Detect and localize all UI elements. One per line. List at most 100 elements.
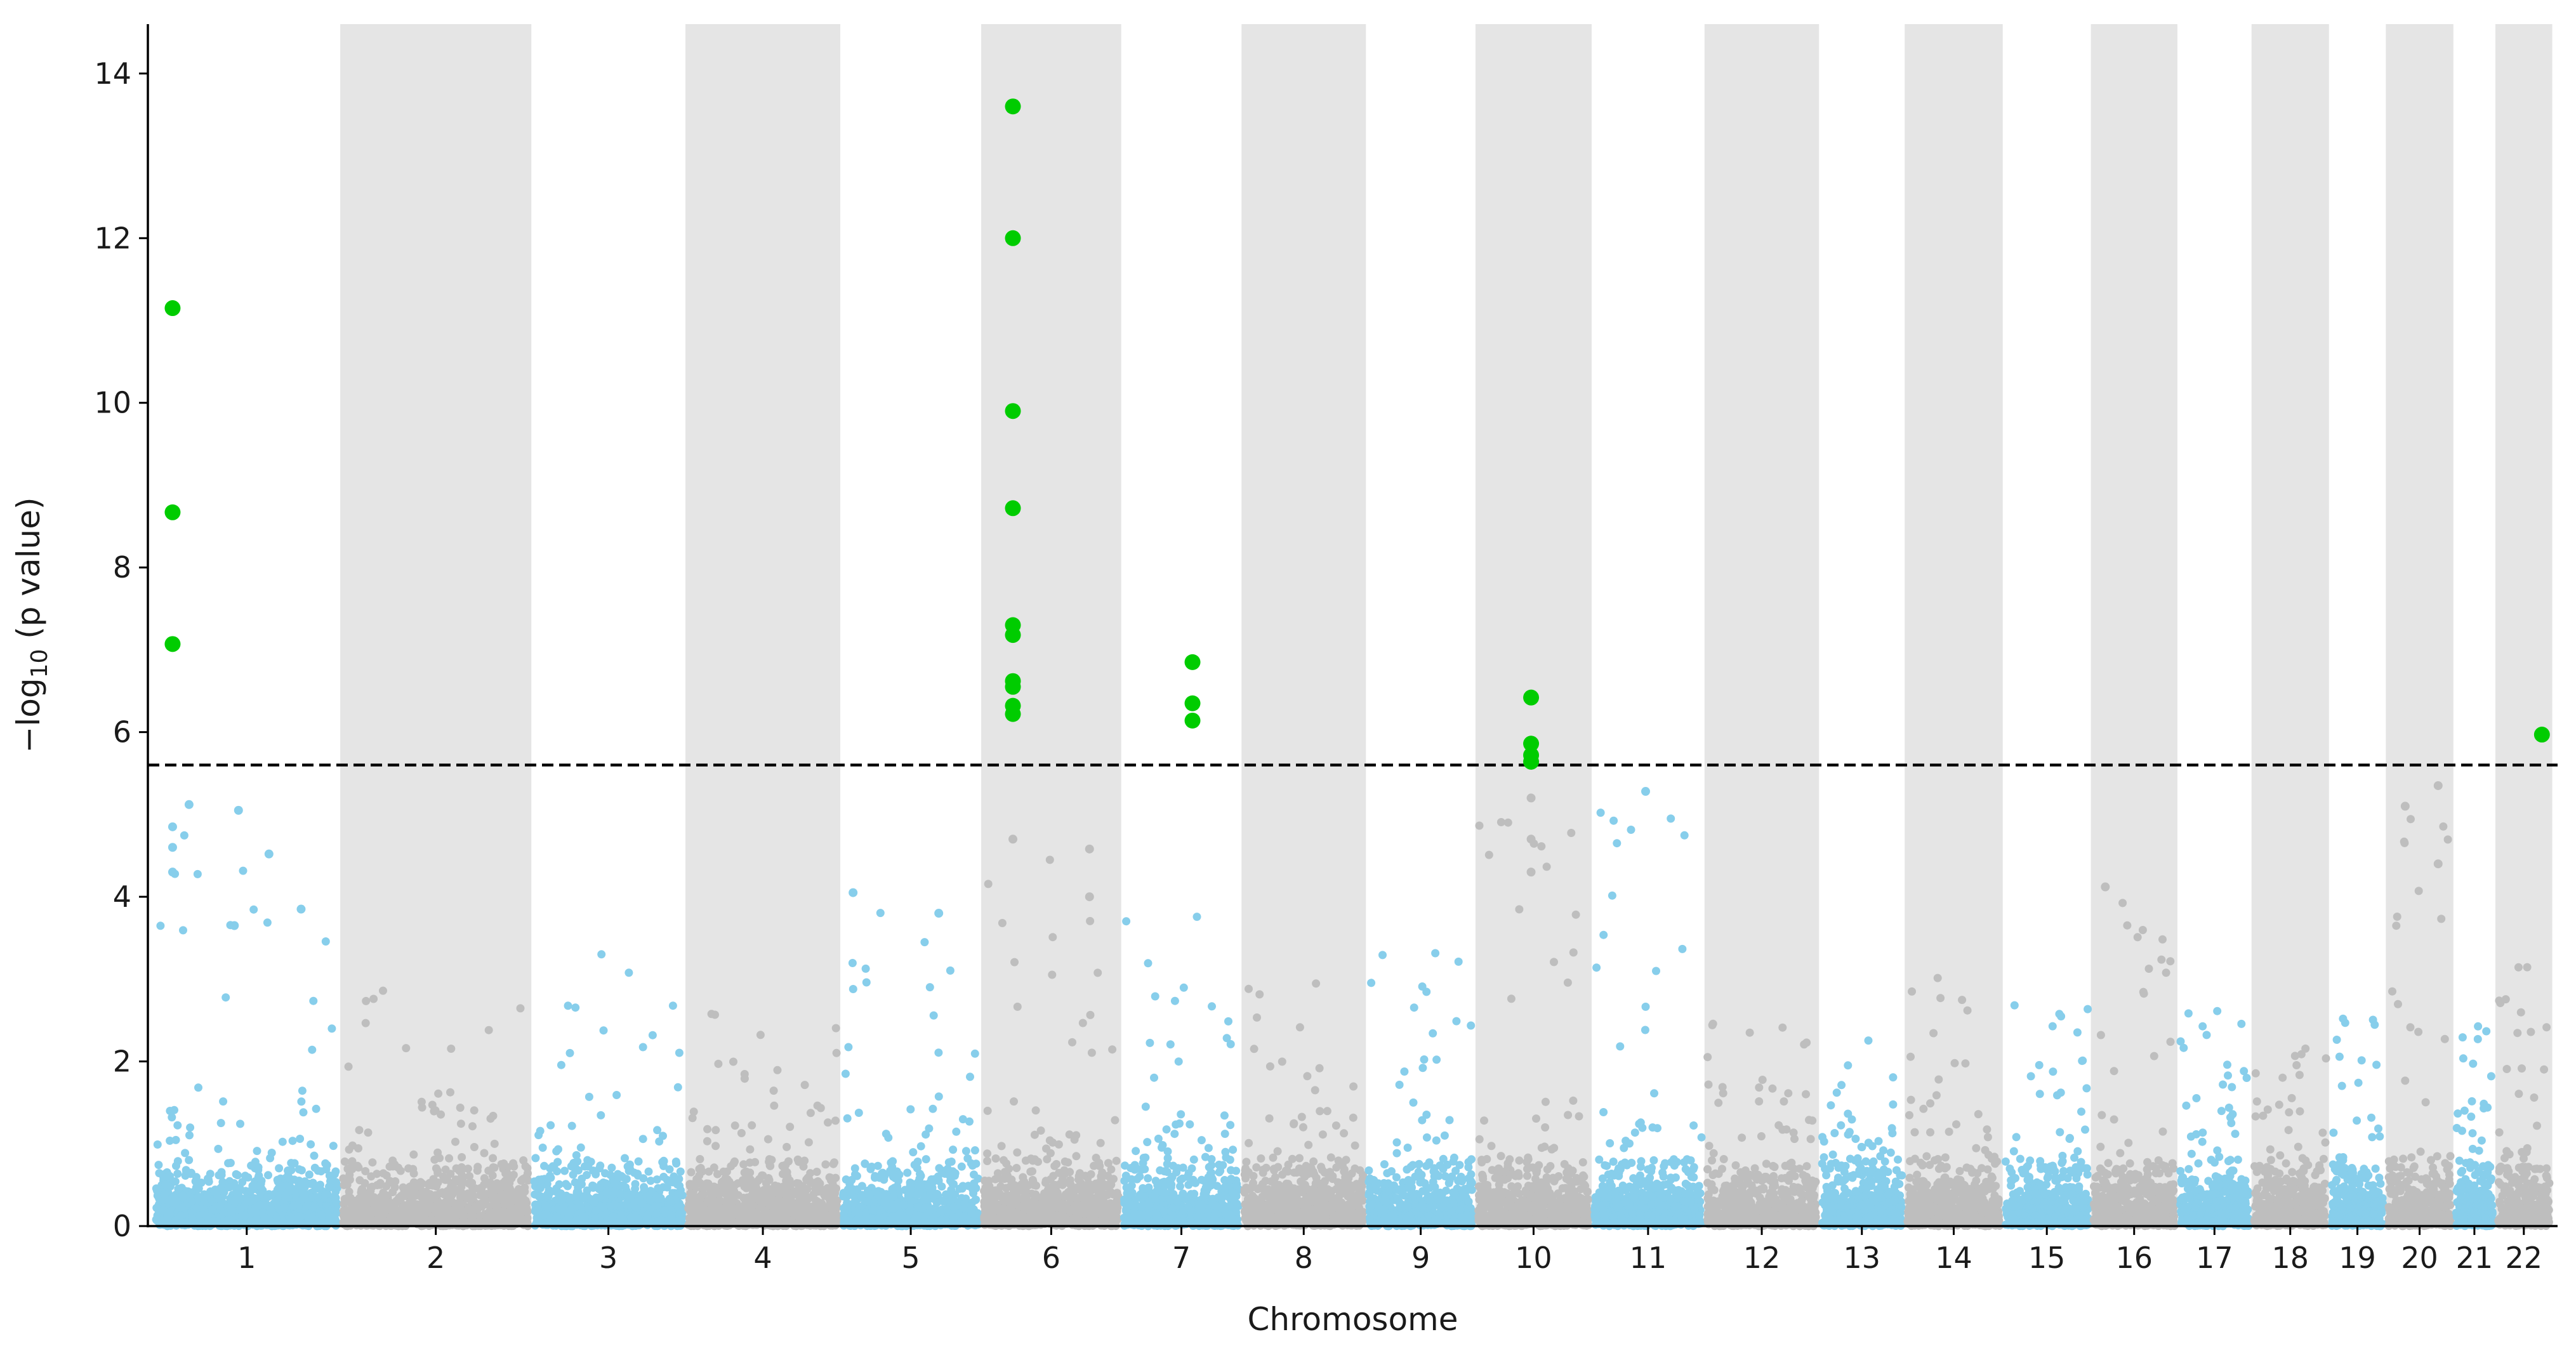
chromosome-5-points <box>839 909 982 1231</box>
snp-point <box>546 1121 555 1130</box>
snp-point <box>624 968 633 977</box>
snp-point <box>214 1144 223 1153</box>
snp-point <box>432 1206 440 1215</box>
snp-point <box>905 1207 914 1216</box>
snp-point <box>601 1169 609 1178</box>
snp-point <box>496 1192 505 1201</box>
snp-point <box>826 1198 835 1207</box>
snp-point <box>188 1198 196 1206</box>
snp-point <box>156 921 165 930</box>
snp-point <box>958 1182 967 1191</box>
snp-point <box>537 1182 546 1191</box>
snp-point <box>266 1154 275 1163</box>
snp-point <box>783 1142 791 1151</box>
snp-point <box>531 1154 540 1163</box>
snp-point <box>739 1204 748 1213</box>
snp-point <box>435 1189 444 1198</box>
snp-point <box>689 1215 698 1224</box>
snp-point <box>817 1199 826 1208</box>
snp-point <box>646 1177 655 1185</box>
snp-point <box>949 1203 958 1211</box>
snp-point <box>203 1191 211 1200</box>
snp-point <box>468 1178 477 1187</box>
snp-point <box>718 1182 727 1191</box>
snp-point <box>548 1162 557 1171</box>
snp-point <box>458 1175 467 1184</box>
snp-point <box>309 996 318 1005</box>
snp-point <box>766 1161 775 1170</box>
snp-point <box>376 1180 385 1189</box>
snp-point <box>737 1129 746 1137</box>
snp-point <box>969 1189 978 1198</box>
snp-point <box>297 1181 306 1190</box>
snp-point <box>312 1104 320 1113</box>
snp-point <box>385 1162 394 1171</box>
snp-point <box>599 1026 608 1035</box>
snp-point <box>839 1191 848 1199</box>
snp-point <box>687 1180 696 1189</box>
snp-point <box>253 1147 261 1156</box>
snp-point <box>756 1203 765 1212</box>
snp-point <box>824 1118 832 1127</box>
snp-point <box>193 1204 201 1213</box>
snp-point <box>445 1154 454 1163</box>
snp-point <box>194 1083 202 1092</box>
snp-point <box>423 1206 432 1215</box>
snp-point <box>935 1164 944 1173</box>
snp-point <box>777 1189 786 1198</box>
snp-point <box>810 1178 819 1187</box>
snp-point <box>221 993 230 1002</box>
snp-point <box>305 1170 314 1179</box>
snp-point <box>530 1177 539 1186</box>
snp-point <box>925 983 934 992</box>
snp-point <box>970 1170 978 1179</box>
snp-point <box>480 1149 489 1158</box>
snp-point <box>584 1162 593 1171</box>
snp-point <box>166 1173 175 1182</box>
snp-point <box>819 1185 828 1194</box>
snp-point <box>171 1135 180 1144</box>
snp-point <box>370 1193 378 1202</box>
snp-point <box>236 1119 244 1128</box>
snp-point <box>895 1210 904 1218</box>
snp-point <box>961 1147 970 1156</box>
snp-point <box>340 1157 349 1166</box>
snp-point <box>191 1177 200 1185</box>
snp-point <box>920 938 929 947</box>
snp-point <box>821 1160 830 1169</box>
snp-point <box>793 1189 802 1198</box>
snp-point <box>894 1177 902 1185</box>
snp-point <box>186 1123 195 1132</box>
snp-point <box>316 1180 324 1189</box>
snp-point <box>274 1220 283 1229</box>
snp-point <box>555 1180 564 1189</box>
snp-point <box>648 1031 657 1040</box>
snp-point <box>906 1178 915 1187</box>
snp-point <box>773 1066 782 1074</box>
snp-point <box>468 1122 477 1131</box>
snp-point <box>576 1143 585 1152</box>
snp-point <box>929 1011 938 1020</box>
snp-point <box>932 1198 941 1207</box>
snp-point <box>640 1185 649 1194</box>
snp-point <box>516 1201 525 1210</box>
snp-point <box>174 1185 183 1194</box>
chromosome-bands <box>340 24 2553 1226</box>
snp-point <box>176 1211 185 1220</box>
snp-point <box>332 1199 341 1207</box>
snp-point <box>166 1107 175 1115</box>
snp-point <box>434 1089 443 1098</box>
snp-point <box>748 1121 756 1130</box>
snp-point <box>380 1210 388 1219</box>
snp-point <box>278 1137 287 1146</box>
snp-point <box>826 1173 835 1182</box>
snp-point <box>920 1194 928 1203</box>
snp-point <box>668 1001 677 1010</box>
snp-point <box>457 1182 466 1191</box>
snp-point <box>913 1191 921 1199</box>
snp-point <box>597 950 606 959</box>
snp-point <box>296 1135 305 1143</box>
snp-point <box>952 1127 961 1136</box>
snp-point <box>564 1001 572 1010</box>
